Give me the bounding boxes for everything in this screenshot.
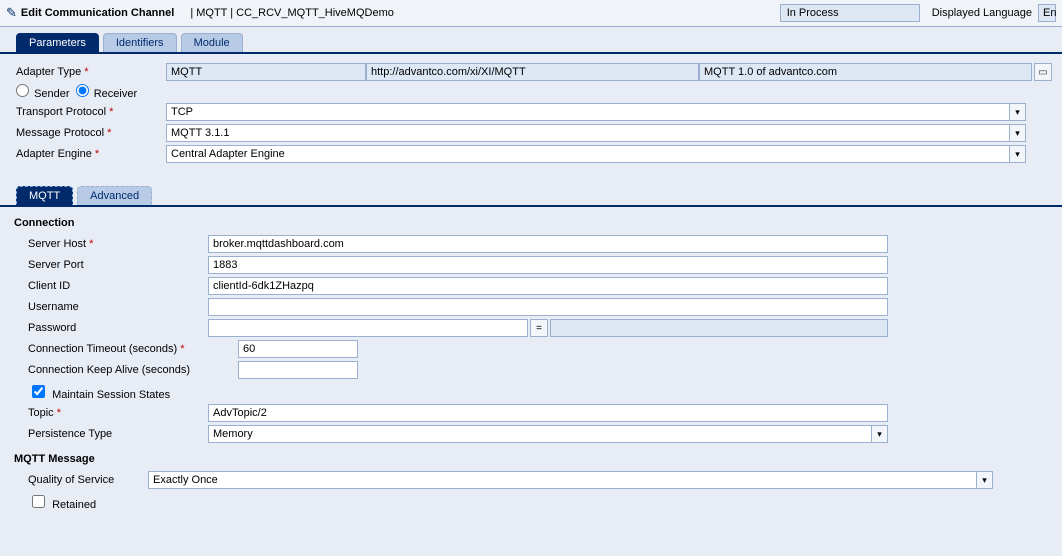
- equals-icon: =: [530, 319, 548, 337]
- persistence-type-label: Persistence Type: [28, 428, 208, 440]
- maintain-session-label: Maintain Session States: [52, 389, 170, 401]
- topic-label: Topic: [28, 407, 208, 419]
- inner-tab-mqtt[interactable]: MQTT: [16, 186, 73, 205]
- retained-label: Retained: [52, 499, 96, 511]
- transport-protocol-input[interactable]: [166, 103, 1026, 121]
- qos-label: Quality of Service: [28, 474, 148, 486]
- receiver-label: Receiver: [94, 88, 137, 100]
- status-field: In Process: [780, 4, 920, 22]
- server-port-label: Server Port: [28, 259, 208, 271]
- adapter-type-value[interactable]: [166, 63, 366, 81]
- client-id-label: Client ID: [28, 280, 208, 292]
- keep-alive-label: Connection Keep Alive (seconds): [28, 364, 238, 376]
- adapter-engine-input[interactable]: [166, 145, 1026, 163]
- username-input[interactable]: [208, 298, 888, 316]
- message-protocol-label: Message Protocol: [16, 127, 166, 139]
- transport-protocol-label: Transport Protocol: [16, 106, 166, 118]
- connection-group-title: Connection: [14, 217, 1062, 229]
- dropdown-icon[interactable]: ▾: [976, 472, 992, 488]
- dropdown-icon[interactable]: ▾: [1009, 104, 1025, 120]
- dropdown-icon[interactable]: ▾: [1009, 125, 1025, 141]
- server-host-input[interactable]: [208, 235, 888, 253]
- retained-checkbox[interactable]: Retained: [28, 492, 96, 511]
- lang-field: En: [1038, 4, 1056, 22]
- sender-radio[interactable]: Sender: [16, 84, 70, 100]
- adapter-type-version[interactable]: [699, 63, 1032, 81]
- lang-label: Displayed Language: [932, 7, 1032, 19]
- tab-identifiers[interactable]: Identifiers: [103, 33, 177, 52]
- password-confirm-input[interactable]: [550, 319, 888, 337]
- password-label: Password: [28, 322, 208, 334]
- adapter-engine-label: Adapter Engine: [16, 148, 166, 160]
- tab-parameters[interactable]: Parameters: [16, 33, 99, 52]
- password-input[interactable]: [208, 319, 528, 337]
- topic-input[interactable]: [208, 404, 888, 422]
- persistence-type-input[interactable]: [208, 425, 888, 443]
- receiver-radio[interactable]: Receiver: [76, 84, 137, 100]
- connection-timeout-input[interactable]: [238, 340, 358, 358]
- server-port-input[interactable]: [208, 256, 888, 274]
- server-host-label: Server Host: [28, 238, 208, 250]
- mqtt-message-group-title: MQTT Message: [14, 453, 1062, 465]
- edit-icon: [6, 5, 21, 21]
- dropdown-icon[interactable]: ▾: [1009, 146, 1025, 162]
- adapter-type-namespace[interactable]: [366, 63, 699, 81]
- client-id-input[interactable]: [208, 277, 888, 295]
- inner-tab-advanced[interactable]: Advanced: [77, 186, 152, 205]
- sender-label: Sender: [34, 88, 69, 100]
- adapter-type-label: Adapter Type: [16, 66, 166, 78]
- message-protocol-input[interactable]: [166, 124, 1026, 142]
- username-label: Username: [28, 301, 208, 313]
- dropdown-icon[interactable]: ▾: [871, 426, 887, 442]
- page-title: Edit Communication Channel: [21, 7, 174, 19]
- maintain-session-checkbox[interactable]: Maintain Session States: [28, 382, 170, 401]
- adapter-type-valuehelp-icon[interactable]: ▭: [1034, 63, 1052, 81]
- breadcrumb: | MQTT | CC_RCV_MQTT_HiveMQDemo: [190, 7, 394, 19]
- keep-alive-input[interactable]: [238, 361, 358, 379]
- tab-module[interactable]: Module: [181, 33, 243, 52]
- qos-input[interactable]: [148, 471, 993, 489]
- connection-timeout-label: Connection Timeout (seconds): [28, 343, 238, 355]
